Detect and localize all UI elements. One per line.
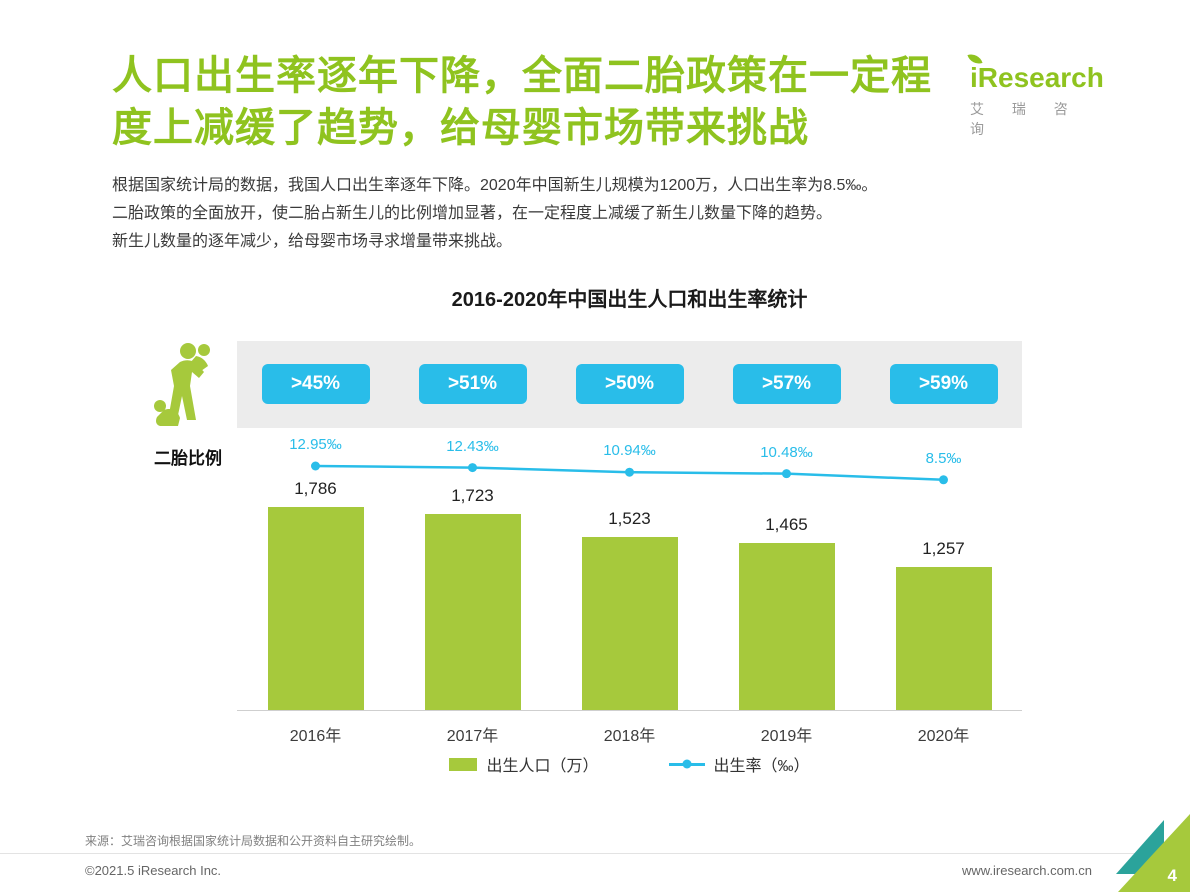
page-title-line-2: 度上减缓了趋势，给母婴市场带来挑战 (112, 106, 809, 150)
bar-value-label: 1,523 (608, 508, 651, 528)
bar-value-label: 1,723 (451, 486, 494, 506)
birth-rate-point (625, 467, 634, 477)
intro-line: 新生儿数量的逐年减少，给母婴市场寻求增量带来挑战。 (112, 233, 513, 250)
second-child-badge: >45% (261, 364, 370, 404)
birth-population-bar (581, 536, 678, 710)
footer-divider (0, 853, 1190, 854)
intro-line: 根据国家统计局的数据，我国人口出生率逐年下降。2020年中国新生儿规模为1200… (112, 177, 878, 194)
birth-rate-line (315, 464, 944, 482)
x-axis-label: 2017年 (446, 728, 499, 745)
second-child-badge: >50% (575, 364, 684, 404)
second-child-ratio-label: 二胎比例 (154, 449, 222, 468)
legend-bar-swatch-icon (449, 757, 478, 771)
birth-rate-value-label: 12.95‰ (289, 436, 342, 453)
legend-line-swatch-icon (668, 759, 705, 769)
birth-rate-point (939, 475, 948, 485)
x-axis-label: 2016年 (289, 728, 342, 745)
intro-paragraph: 根据国家统计局的数据，我国人口出生率逐年下降。2020年中国新生儿规模为1200… (112, 172, 1052, 256)
page-number: 4 (1167, 866, 1177, 885)
chart-title: 2016-2020年中国出生人口和出生率统计 (451, 289, 808, 311)
birth-population-bar (267, 507, 364, 710)
birth-rate-point (782, 469, 791, 479)
bar-value-label: 1,465 (765, 515, 808, 535)
birth-rate-value-label: 10.94‰ (603, 442, 656, 460)
birth-rate-value-label: 8.5‰ (925, 449, 962, 467)
birth-rate-value-label: 12.43‰ (446, 437, 499, 455)
birth-population-bar (738, 543, 835, 710)
chart-legend: 出生人口（万） 出生率（‰） (237, 752, 1022, 776)
birth-rate-point (311, 461, 320, 471)
intro-line: 二胎政策的全面放开，使二胎占新生儿的比例增加显著，在一定程度上减缓了新生儿数量下… (112, 205, 833, 222)
page-title: 人口出生率逐年下降，全面二胎政策在一定程 度上减缓了趋势，给母婴市场带来挑战 (112, 50, 1012, 154)
x-axis-label: 2020年 (917, 728, 970, 745)
legend-bar-label: 出生人口（万） (486, 758, 599, 775)
iresearch-logo-text: iResearch (967, 51, 1120, 94)
x-axis-label: 2019年 (760, 728, 813, 745)
website-text: www.iresearch.com.cn (961, 863, 1092, 878)
x-axis-label: 2018年 (603, 728, 656, 745)
birth-rate-value-label: 10.48‰ (760, 443, 813, 461)
birth-rate-point (468, 463, 477, 473)
second-child-badge: >51% (418, 364, 527, 404)
second-child-badge: >57% (732, 364, 841, 404)
iresearch-brand: iResearch (970, 62, 1104, 93)
source-note: 来源：艾瑞咨询根据国家统计局数据和公开资料自主研究绘制。 (85, 834, 422, 848)
birth-population-bar (424, 514, 521, 710)
bar-value-label: 1,786 (294, 479, 337, 498)
mother-baby-icon (154, 343, 210, 426)
birth-population-bar (895, 567, 992, 710)
second-child-badge: >59% (889, 364, 998, 404)
iresearch-logo: iResearch 艾 瑞 咨 询 (967, 51, 1120, 139)
copyright-text: ©2021.5 iResearch Inc. (85, 863, 222, 878)
iresearch-logo-chinese: 艾 瑞 咨 询 (970, 101, 1080, 137)
legend-item-birth-rate: 出生率（‰） (668, 752, 810, 776)
bar-value-label: 1,257 (922, 539, 965, 559)
legend-item-birth-population: 出生人口（万） (449, 752, 599, 776)
page-title-line-1: 人口出生率逐年下降，全面二胎政策在一定程 (112, 54, 932, 98)
x-axis-line (237, 710, 1022, 711)
legend-line-label: 出生率（‰） (713, 758, 810, 775)
